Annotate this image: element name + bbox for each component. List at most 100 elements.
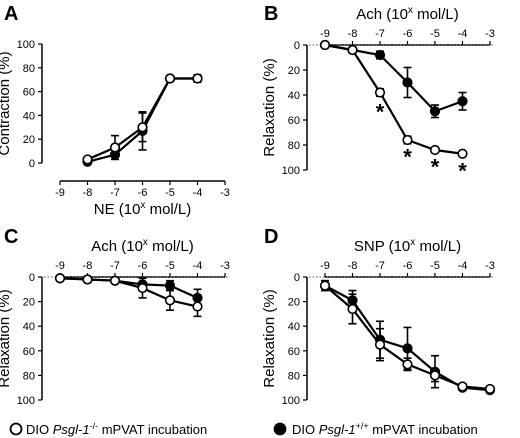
y-tick-label: 20 — [288, 65, 300, 77]
x-tick-label: -5 — [165, 260, 175, 272]
series-line — [324, 43, 463, 155]
legend-marker-open — [9, 422, 23, 436]
y-tick-label: 80 — [23, 63, 35, 75]
series-filled — [319, 39, 468, 119]
x-tick-label: -7 — [110, 260, 120, 272]
panel-letter: D — [264, 226, 278, 248]
data-point-filled — [402, 343, 413, 354]
data-point-filled — [457, 96, 468, 107]
legend-marker-filled — [273, 422, 287, 436]
x-tick-label: -8 — [83, 260, 93, 272]
data-point-open — [429, 144, 441, 156]
data-point-open — [457, 148, 468, 159]
legend: DIO Psgl-1-/- mPVAT incubation DIO Psgl-… — [9, 421, 478, 437]
y-axis-label: Relaxation (%) — [261, 289, 278, 387]
y-tick-label: 0 — [29, 158, 35, 170]
data-point-filled — [164, 280, 176, 291]
y-tick-label: 80 — [23, 370, 35, 382]
x-tick-label: -7 — [375, 28, 385, 40]
x-tick-label: -6 — [403, 28, 413, 40]
y-tick-label: 100 — [17, 395, 35, 407]
x-tick-label: -8 — [348, 260, 358, 272]
data-point-open — [192, 301, 203, 312]
y-axis-label: Relaxation (%) — [0, 289, 13, 387]
significance-star: * — [431, 155, 440, 180]
panel-letter: B — [264, 3, 278, 25]
series-open — [319, 39, 468, 159]
x-tick-label: -9 — [320, 260, 330, 272]
data-point-open — [402, 134, 413, 146]
y-tick-label: 20 — [23, 297, 35, 309]
data-point-open — [82, 274, 93, 285]
x-tick-label: -4 — [458, 28, 468, 40]
x-axis-label: Ach (10x mol/L) — [91, 237, 194, 255]
y-tick-label: 60 — [23, 87, 35, 99]
x-tick-label: -9 — [55, 187, 65, 199]
legend-label-wildtype: DIO Psgl-1+/+ mPVAT incubation — [292, 421, 478, 437]
data-point-open — [192, 73, 203, 84]
x-tick-label: -7 — [110, 187, 120, 199]
x-axis-label: NE (10x mol/L) — [94, 200, 192, 218]
significance-star: * — [458, 158, 467, 183]
x-tick-label: -4 — [458, 260, 468, 272]
data-point-open — [54, 273, 66, 284]
data-point-open — [484, 383, 496, 395]
y-tick-label: 0 — [294, 272, 300, 284]
x-tick-label: -3 — [220, 187, 230, 199]
data-point-open — [164, 73, 176, 84]
x-tick-label: -5 — [430, 28, 440, 40]
data-point-filled — [429, 106, 441, 117]
series-open — [82, 73, 203, 165]
x-tick-label: -9 — [320, 28, 330, 40]
y-tick-label: 40 — [288, 321, 300, 333]
panel-d: D 0 20 40 60 80 100 Relaxation (%) -9 -8 -7 -6 -5 -4 -… — [261, 226, 496, 407]
panel-letter: A — [4, 3, 18, 25]
y-axis-label: Relaxation (%) — [261, 58, 278, 156]
series-open — [319, 279, 496, 395]
data-point-open — [347, 44, 358, 56]
x-tick-label: -4 — [193, 187, 203, 199]
panel-c: C 0 20 40 60 80 100 Relaxation (%) -9 -8 -7 -6 -5 -4 -… — [0, 226, 230, 407]
panel-b: B 0 20 40 60 80 100 Relaxation (%) -9 -8 -7 -6 -5 -4 -… — [261, 3, 495, 183]
x-axis-label: SNP (10x mol/L) — [354, 237, 461, 255]
x-tick-label: -3 — [485, 260, 495, 272]
y-tick-label: 100 — [282, 395, 300, 407]
x-tick-label: -6 — [403, 260, 413, 272]
x-tick-label: -3 — [485, 28, 495, 40]
x-tick-label: -6 — [138, 187, 148, 199]
data-point-open — [374, 87, 386, 98]
y-axis-label: Contraction (%) — [0, 51, 13, 155]
x-tick-label: -7 — [375, 260, 385, 272]
data-point-open — [457, 381, 468, 392]
x-tick-label: -5 — [430, 260, 440, 272]
y-tick-label: 80 — [288, 140, 300, 152]
y-tick-label: 100 — [17, 39, 35, 51]
y-tick-label: 60 — [288, 346, 300, 358]
data-point-open — [429, 370, 441, 381]
data-point-open — [82, 154, 93, 165]
panel-letter: C — [4, 226, 18, 248]
panel-a: A 0 20 40 60 80 100 Contraction (%) -9 -8 -7 -6 -5 -4… — [0, 3, 230, 218]
data-point-open — [109, 142, 121, 153]
data-point-open — [402, 359, 413, 370]
significance-star: * — [403, 145, 412, 170]
x-axis-label: Ach (10x mol/L) — [356, 5, 459, 23]
y-tick-label: 40 — [288, 90, 300, 102]
significance-star: * — [376, 100, 385, 125]
y-tick-label: 60 — [23, 346, 35, 358]
y-tick-label: 100 — [282, 165, 300, 177]
y-tick-label: 40 — [23, 110, 35, 122]
series-line — [59, 277, 198, 299]
data-point-open — [319, 280, 331, 291]
y-tick-label: 80 — [288, 370, 300, 382]
series-line — [324, 43, 463, 113]
y-tick-label: 0 — [294, 40, 300, 52]
data-point-open — [137, 122, 148, 133]
x-tick-label: -8 — [348, 28, 358, 40]
x-tick-label: -8 — [83, 187, 93, 199]
legend-label-knockout: DIO Psgl-1-/- mPVAT incubation — [26, 421, 207, 437]
y-tick-label: 40 — [23, 321, 35, 333]
x-tick-label: -6 — [138, 260, 148, 272]
y-tick-label: 60 — [288, 115, 300, 127]
